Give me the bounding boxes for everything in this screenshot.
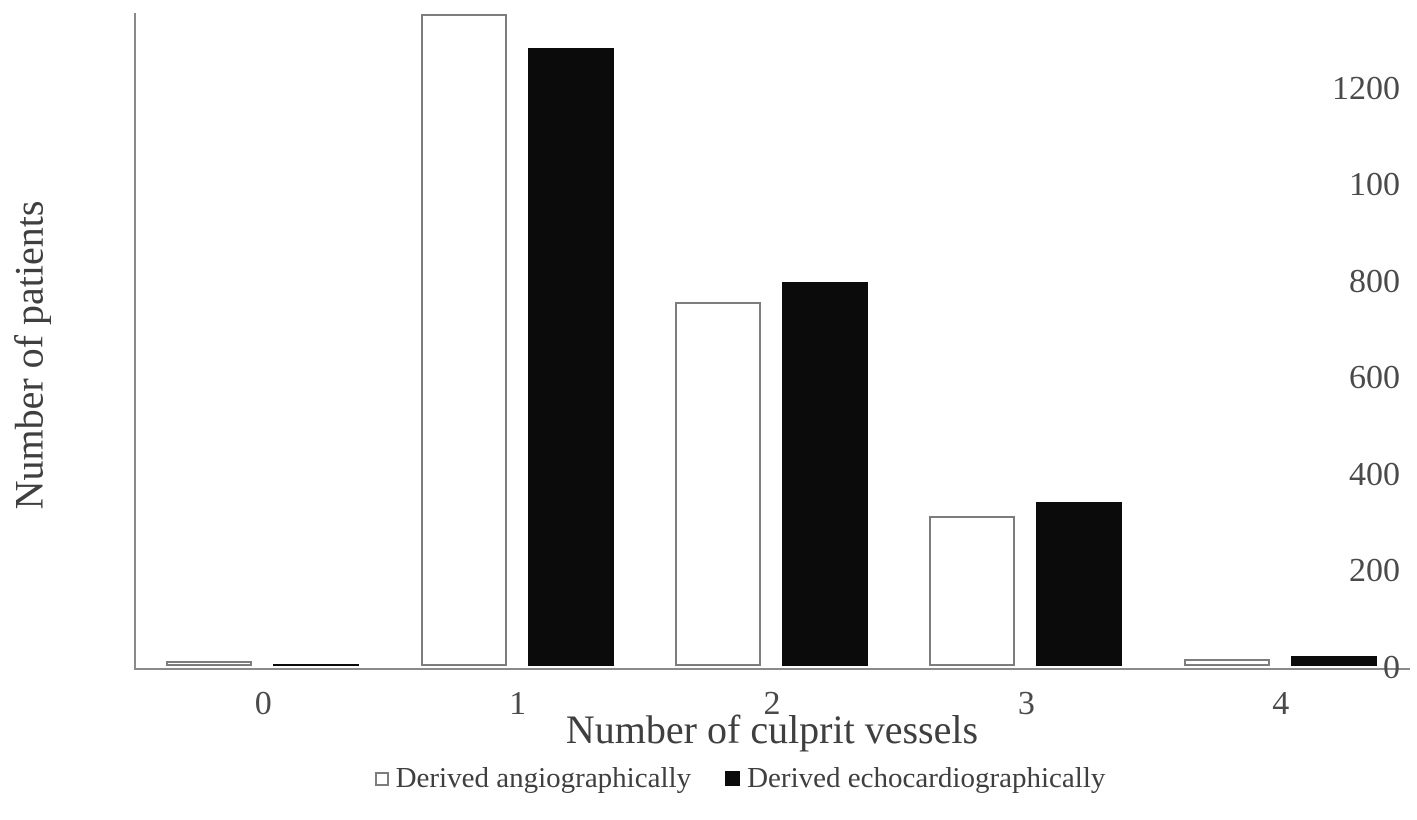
x-axis-title: Number of culprit vessels: [565, 707, 979, 752]
y-tick-label-1200: 1200: [1332, 69, 1400, 107]
y-tick-label-0: 0: [1383, 649, 1400, 686]
plot-area: 0 200 400 600 800 100 1200 0 1 2 3 4: [134, 13, 1410, 722]
legend: Derived angiographically Derived echocard…: [70, 762, 1410, 795]
y-tick-label-200: 200: [1349, 552, 1400, 590]
bar-angiographic-0: [166, 661, 253, 666]
y-tick-label-400: 400: [1349, 455, 1400, 493]
bar-echocardiographic-4: [1290, 656, 1377, 666]
legend-item-echocardiographic: Derived echocardiographically: [725, 762, 1105, 795]
y-axis-title-area: Number of patients: [0, 155, 58, 555]
open-square-icon: [374, 771, 389, 786]
x-axis-line: [134, 668, 1410, 670]
bar-angiographic-3: [929, 516, 1016, 666]
bar-angiographic-2: [675, 302, 761, 666]
bar-echocardiographic-3: [1036, 502, 1123, 666]
y-axis-title: Number of patients: [6, 200, 52, 510]
legend-label: Derived angiographically: [395, 762, 692, 794]
bar-echocardiographic-2: [782, 282, 868, 666]
filled-square-icon: [725, 771, 741, 786]
y-axis-line: [134, 13, 136, 670]
x-tick-label-4: 4: [1272, 685, 1290, 722]
legend-label: Derived echocardiographically: [747, 762, 1106, 794]
x-tick-label-3: 3: [1017, 685, 1035, 722]
legend-item-angiographic: Derived angiographically: [374, 762, 692, 795]
bar-angiographic-1: [420, 14, 507, 666]
y-tick-label-600: 600: [1349, 359, 1400, 397]
bar-echocardiographic-1: [527, 48, 614, 666]
x-tick-label-0: 0: [254, 685, 272, 722]
bar-angiographic-4: [1183, 659, 1270, 666]
bar-echocardiographic-0: [273, 664, 360, 666]
y-tick-label-800: 800: [1349, 262, 1400, 300]
y-tick-label-1000: 100: [1349, 166, 1400, 204]
x-tick-label-1: 1: [509, 685, 527, 722]
x-tick-label-2: 2: [763, 685, 781, 722]
